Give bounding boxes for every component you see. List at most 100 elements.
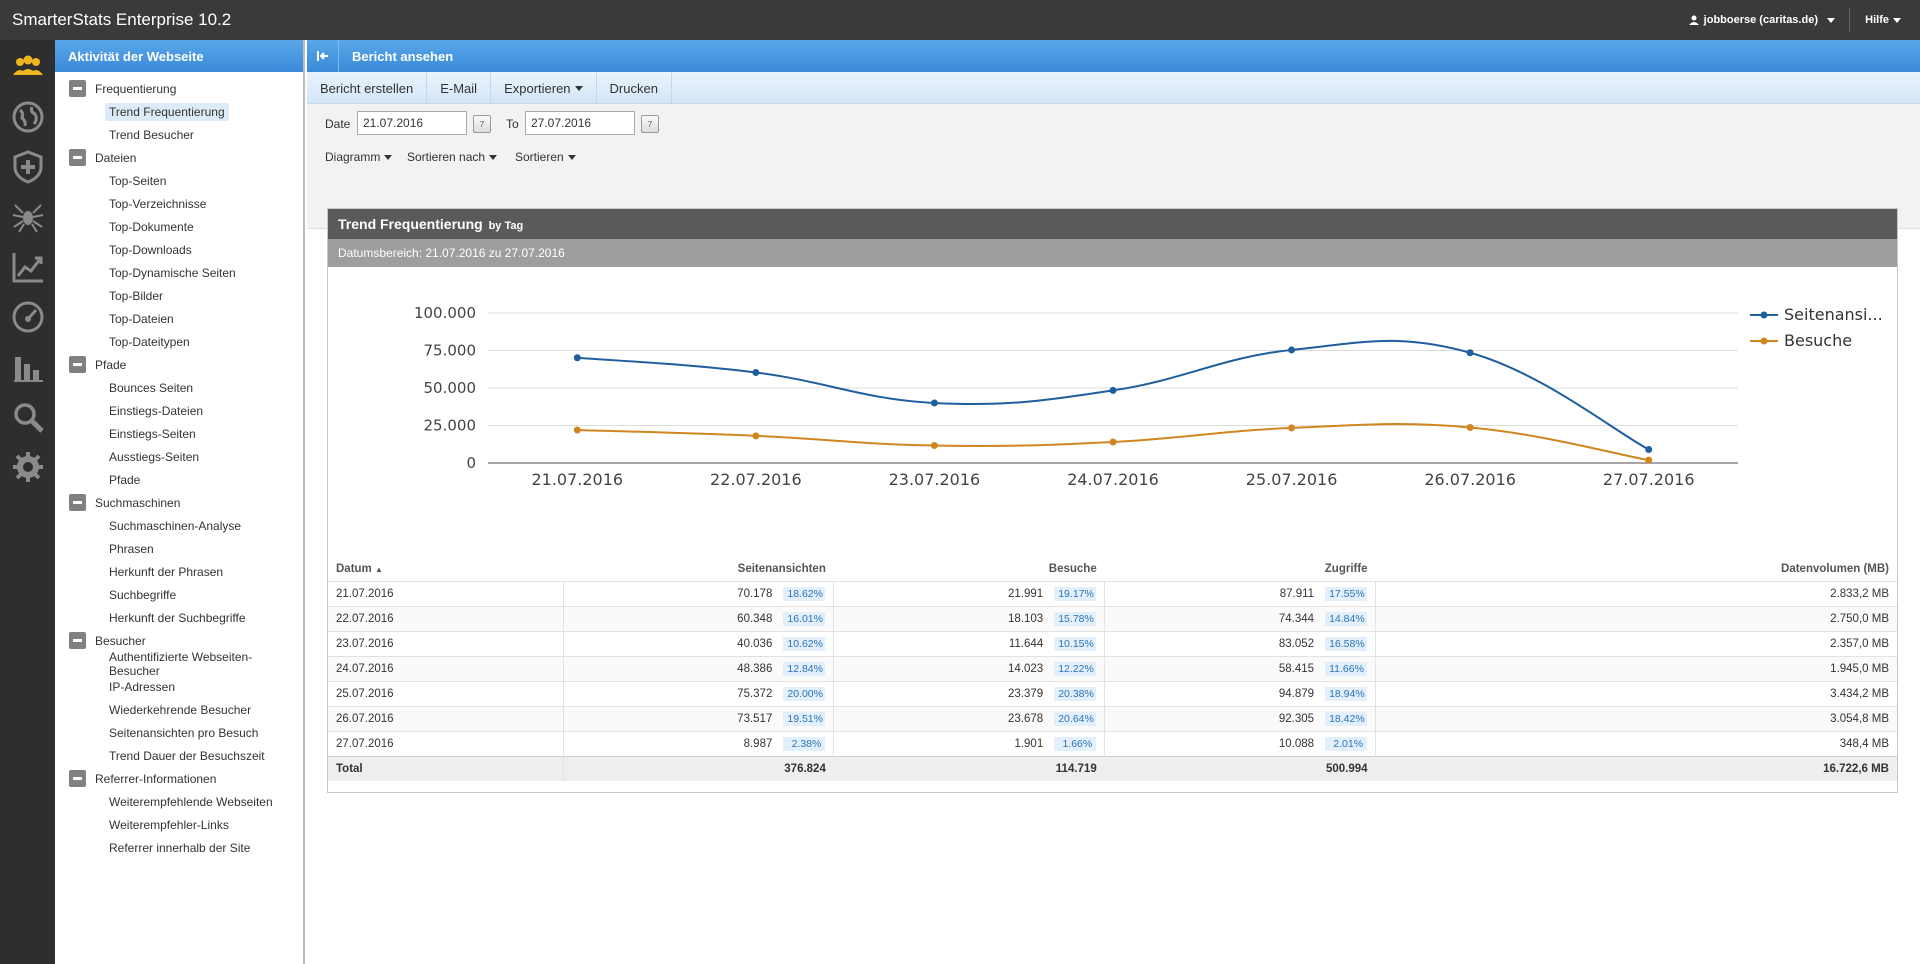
chevron-down-icon	[489, 155, 498, 161]
tree-item[interactable]: Seitenansichten pro Besuch	[55, 721, 303, 744]
calendar-from-icon[interactable]: 7	[473, 115, 491, 133]
data-point	[930, 399, 938, 407]
tree-item[interactable]: Einstiegs-Dateien	[55, 399, 303, 422]
collapse-icon[interactable]	[69, 632, 86, 649]
percent-badge: 19.51%	[783, 711, 826, 726]
tree-item[interactable]: Weiterempfehlende Webseiten	[55, 790, 303, 813]
sort-order-dropdown[interactable]: Sortieren	[515, 150, 576, 164]
tree-item-label: Top-Bilder	[109, 288, 164, 303]
percent-badge: 11.66%	[1325, 661, 1368, 676]
cell-bandwidth: 2.357,0 MB	[1375, 630, 1897, 656]
tree-item[interactable]: Einstiegs-Seiten	[55, 422, 303, 445]
tree-item-label: Einstiegs-Dateien	[109, 403, 204, 418]
tree-item[interactable]: Trend Besucher	[55, 123, 303, 146]
globe-icon[interactable]	[0, 92, 55, 142]
tree-item[interactable]: Herkunft der Phrasen	[55, 560, 303, 583]
report-panel: Trend Frequentierung by Tag Datumsbereic…	[327, 208, 1898, 793]
users-icon[interactable]	[0, 42, 55, 92]
tree-group[interactable]: Dateien	[55, 146, 303, 169]
tree-item[interactable]: Top-Downloads	[55, 238, 303, 261]
bar-chart-icon[interactable]	[0, 342, 55, 392]
col-header-bandwidth[interactable]: Datenvolumen (MB)	[1781, 562, 1889, 575]
tree-item[interactable]: Top-Bilder	[55, 284, 303, 307]
tree-item[interactable]: Suchbegriffe	[55, 583, 303, 606]
tree-item[interactable]: Trend Frequentierung	[55, 100, 303, 123]
collapse-icon[interactable]	[69, 80, 86, 97]
shield-plus-icon[interactable]	[0, 142, 55, 192]
tree-item[interactable]: Ausstiegs-Seiten	[55, 445, 303, 468]
data-point	[1288, 424, 1296, 432]
trend-chart: 0 25.000 50.000 75.000 100.000 21.07.2016 22.0…	[414, 304, 1883, 489]
user-menu[interactable]: jobboerse (caritas.de)	[1688, 14, 1835, 26]
date-from-input[interactable]	[357, 111, 467, 135]
cell-visits-percent: 1.66%	[1051, 730, 1106, 756]
create-report-label: Bericht erstellen	[320, 80, 414, 96]
calendar-to-icon[interactable]: 7	[641, 115, 659, 133]
chart-type-label: Diagramm	[325, 150, 381, 164]
cell-date: 27.07.2016	[328, 730, 564, 756]
print-button[interactable]: Drucken	[597, 72, 672, 104]
legend-label: Seitenansi...	[1784, 305, 1883, 324]
tree-item-label: Bounces Seiten	[109, 380, 194, 395]
tree-item[interactable]: Top-Dokumente	[55, 215, 303, 238]
export-dropdown[interactable]: Exportieren	[491, 72, 597, 104]
tree-item[interactable]: Top-Dateien	[55, 307, 303, 330]
percent-badge: 20.64%	[1054, 711, 1097, 726]
help-menu[interactable]: Hilfe	[1865, 14, 1901, 26]
chart-type-dropdown[interactable]: Diagramm	[325, 150, 393, 164]
tree-item[interactable]: Top-Verzeichnisse	[55, 192, 303, 215]
tree-group[interactable]: Besucher	[55, 629, 303, 652]
tree-item[interactable]: Top-Dateitypen	[55, 330, 303, 353]
tree-item[interactable]: Bounces Seiten	[55, 376, 303, 399]
search-icon[interactable]	[0, 392, 55, 442]
tree-item[interactable]: Trend Dauer der Besuchszeit	[55, 744, 303, 767]
collapse-icon[interactable]	[69, 149, 86, 166]
table-row: 22.07.2016 60.348 16.01% 18.103 15.78% 74.344…	[328, 605, 1897, 631]
divider	[1849, 8, 1850, 32]
percent-badge: 2.01%	[1325, 736, 1368, 751]
tree-item[interactable]: IP-Adressen	[55, 675, 303, 698]
collapse-sidebar-button[interactable]	[307, 40, 339, 72]
tree-group[interactable]: Pfade	[55, 353, 303, 376]
tree-group-label: Besucher	[95, 633, 146, 648]
email-button[interactable]: E-Mail	[427, 72, 492, 104]
col-header-hits[interactable]: Zugriffe	[1324, 562, 1368, 575]
create-report-button[interactable]: Bericht erstellen	[307, 72, 428, 104]
gear-icon[interactable]	[0, 442, 55, 492]
tree-group[interactable]: Frequentierung	[55, 77, 303, 100]
tree-item[interactable]: Herkunft der Suchbegriffe	[55, 606, 303, 629]
data-point	[1645, 446, 1653, 454]
spider-icon[interactable]	[0, 192, 55, 242]
cell-bandwidth: 1.945,0 MB	[1375, 655, 1897, 681]
tree-item[interactable]: Weiterempfehler-Links	[55, 813, 303, 836]
cell-visits-percent: 10.15%	[1051, 630, 1106, 656]
col-header-pageviews[interactable]: Seitenansichten	[737, 562, 826, 575]
col-header-date[interactable]: Datum ▲	[336, 562, 383, 575]
tree-item[interactable]: Top-Seiten	[55, 169, 303, 192]
tree-item[interactable]: Suchmaschinen-Analyse	[55, 514, 303, 537]
collapse-icon[interactable]	[69, 356, 86, 373]
tree-item[interactable]: Referrer innerhalb der Site	[55, 836, 303, 859]
cell-hits: 92.305	[1104, 705, 1323, 731]
collapse-icon[interactable]	[69, 494, 86, 511]
report-date-range: Datumsbereich: 21.07.2016 zu 27.07.2016	[328, 239, 1897, 267]
legend-label: Besuche	[1784, 331, 1852, 350]
trend-chart-icon[interactable]	[0, 242, 55, 292]
percent-badge: 16.58%	[1325, 636, 1368, 651]
tree-group[interactable]: Suchmaschinen	[55, 491, 303, 514]
tree-item[interactable]: Pfade	[55, 468, 303, 491]
col-header-visits[interactable]: Besuche	[1048, 562, 1097, 575]
navigation-tree: Frequentierung Trend Frequentierung Trend …	[55, 72, 303, 859]
percent-badge: 15.78%	[1054, 611, 1097, 626]
gauge-icon[interactable]	[0, 292, 55, 342]
tree-item[interactable]: Authentifizierte Webseiten-Besucher	[55, 650, 303, 678]
tree-item[interactable]: Top-Dynamische Seiten	[55, 261, 303, 284]
tree-group[interactable]: Referrer-Informationen	[55, 767, 303, 790]
sort-by-dropdown[interactable]: Sortieren nach	[407, 150, 498, 164]
date-to-input[interactable]	[525, 111, 635, 135]
tree-item[interactable]: Wiederkehrende Besucher	[55, 698, 303, 721]
tree-item[interactable]: Phrasen	[55, 537, 303, 560]
collapse-icon[interactable]	[69, 770, 86, 787]
tree-item-label: Trend Besucher	[109, 127, 194, 142]
main-header: Bericht ansehen	[307, 40, 1920, 72]
